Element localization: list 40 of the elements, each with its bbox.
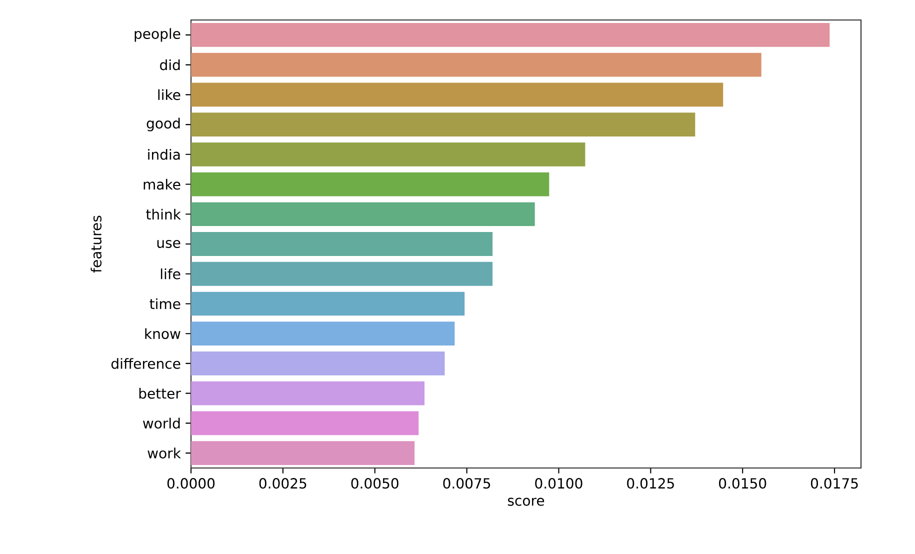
y-tick-label: india [148,149,180,160]
y-tick-label: better [139,388,181,399]
bar [191,322,455,346]
bar [191,262,493,286]
y-tick-label: good [146,118,180,132]
bar [191,82,724,107]
y-axis-title: features [90,216,102,273]
x-tick-label: 0.0175 [810,478,858,489]
bar [191,292,465,316]
x-tick-label: 0.0000 [167,478,215,489]
x-axis-title: score [508,498,544,506]
bar [191,352,445,376]
y-tick-label: world [142,418,180,429]
bar [191,202,535,226]
y-tick-label: life [160,268,180,280]
bar [191,172,550,196]
x-tick-label: 0.0150 [719,478,766,489]
y-tick-label: work [148,448,181,458]
bar [191,22,830,47]
bar [191,52,762,77]
bar [191,441,415,466]
y-tick-label: use [157,240,180,248]
x-tick-label: 0.0025 [259,478,306,489]
y-tick-label: difference [111,358,180,369]
bar [191,411,419,436]
x-tick-label: 0.0075 [443,478,490,489]
x-tick-label: 0.0050 [351,478,398,489]
bar [191,112,696,136]
y-tick-label: people [134,28,180,42]
y-tick-label: time [150,298,180,310]
bar [191,381,425,406]
y-tick-label: know [145,328,180,340]
y-tick-label: think [146,208,181,220]
bar [191,232,493,256]
y-tick-label: did [160,59,180,70]
x-tick-label: 0.0125 [627,478,674,489]
y-tick-label: make [144,178,180,190]
y-tick-label: like [158,89,180,100]
bar [191,142,586,166]
x-tick-label: 0.0100 [535,478,582,489]
